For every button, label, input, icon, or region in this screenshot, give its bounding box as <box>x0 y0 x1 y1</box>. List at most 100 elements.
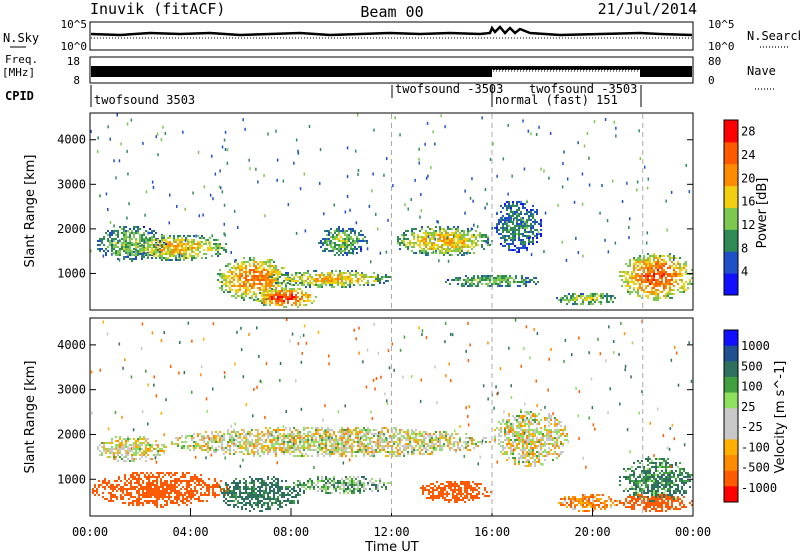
velocity-cbar-swatch-4 <box>724 392 738 409</box>
power-colorbar: 28 24 20 16 12 8 4 <box>723 119 755 296</box>
cpid-panel: CPID twofsound 3503 twofsound -3503 norm… <box>5 82 642 107</box>
freq-label: Freq. <box>5 53 38 66</box>
echo-region-8 <box>558 494 618 512</box>
power-plot-area <box>90 113 693 308</box>
velocity-cbar-label: Velocity [m s^-1] <box>773 361 788 474</box>
velocity-cbar-tick-7: -1000 <box>741 481 777 495</box>
cpid-segment-4: twofsound -3503 <box>529 82 637 96</box>
echo-region-9 <box>619 253 693 301</box>
time-tick-label-2: 08:00 <box>273 525 309 539</box>
velocity-x-axis: 00:00 04:00 08:00 12:00 16:00 20:00 00:00 <box>72 508 711 539</box>
echo-region-2 <box>92 472 230 508</box>
velocity-cbar-swatch-3 <box>724 376 738 394</box>
echo-region-2 <box>133 235 227 261</box>
velocity-ylabel: Slant Range [km] <box>23 361 38 474</box>
velocity-cbar-tick-6: -500 <box>741 461 770 475</box>
power-cbar-frame <box>723 119 739 296</box>
freq-tick-top: 18 <box>67 55 80 68</box>
nave-tick-bottom: 0 <box>708 74 715 87</box>
power-panel: 1000 2000 3000 4000 Slant Range [km] 28 24 20… <box>23 112 770 311</box>
date-title: 21/Jul/2014 <box>598 0 697 18</box>
power-cbar-swatch-4 <box>724 185 738 208</box>
echo-region-10 <box>619 494 693 512</box>
power-cbar-swatch-2 <box>724 229 738 252</box>
power-ytick-label-3000: 3000 <box>57 177 86 191</box>
velocity-cbar-swatch-6 <box>724 423 738 440</box>
power-cbar-swatch-0 <box>724 273 738 296</box>
velocity-plot-area <box>90 318 693 512</box>
station-title: Inuvik (fitACF) <box>90 0 225 18</box>
nsky-label: N.Sky <box>3 31 39 45</box>
power-ytick-label-1000: 1000 <box>57 266 86 280</box>
velocity-ytick-label-1000: 1000 <box>57 472 86 486</box>
echo-region-7 <box>494 409 568 467</box>
nsky-tick-bottom: 10^0 <box>61 40 88 53</box>
time-tick-label-4: 16:00 <box>474 525 510 539</box>
nave-label: Nave <box>747 64 776 78</box>
velocity-colorbar: 1000 500 100 25 -25 -100 -500 -1000 <box>723 329 777 503</box>
scatter-speckle <box>90 113 691 264</box>
nsky-tick-top: 10^5 <box>61 18 88 31</box>
echo-region-4 <box>255 288 317 308</box>
scatter-speckle <box>90 318 693 469</box>
nsky-panel: N.Sky 10^5 10^0 10^5 10^0 N.Search <box>3 18 800 53</box>
velocity-y-axis: 1000 2000 3000 4000 <box>57 338 693 486</box>
velocity-cbar-tick-4: -25 <box>741 420 763 434</box>
cpid-segment-1: twofsound 3503 <box>94 93 195 107</box>
time-dividers <box>391 114 644 515</box>
power-cbar-tick-4: 4 <box>741 265 748 279</box>
freq-unit: [MHz] <box>2 66 35 79</box>
velocity-cbar-swatch-7 <box>724 439 738 456</box>
velocity-ytick-label-3000: 3000 <box>57 383 86 397</box>
power-cbar-swatch-6 <box>724 141 738 165</box>
velocity-cbar-tick-3: 25 <box>741 400 755 414</box>
nsky-frame <box>89 21 694 51</box>
power-cbar-swatch-7 <box>724 120 738 143</box>
power-cbar-label: Power [dB] <box>755 178 770 249</box>
nave-gap <box>492 70 640 77</box>
velocity-cbar-swatch-8 <box>724 455 738 472</box>
nsearch-tick-top: 10^5 <box>708 18 735 31</box>
echo-region-6 <box>420 481 492 503</box>
time-tick-label-1: 04:00 <box>172 525 208 539</box>
power-cbar-tick-28: 28 <box>741 125 755 139</box>
power-cbar-tick-20: 20 <box>741 171 755 185</box>
nsearch-label: N.Search <box>747 29 800 43</box>
power-ylabel: Slant Range [km] <box>23 155 38 268</box>
velocity-panel: 1000 2000 3000 4000 00:00 04:00 08:00 12:00 16:… <box>23 317 788 554</box>
power-cbar-tick-8: 8 <box>741 241 748 255</box>
nsky-trace <box>90 25 693 37</box>
freq-tick-bottom: 8 <box>73 74 80 87</box>
time-tick-label-3: 12:00 <box>373 525 409 539</box>
power-ytick-label-2000: 2000 <box>57 222 86 236</box>
velocity-xlabel: Time UT <box>364 540 418 554</box>
velocity-cbar-tick-1: 500 <box>741 359 763 373</box>
echo-region-7 <box>445 275 539 287</box>
velocity-cbar-tick-2: 100 <box>741 380 763 394</box>
power-cbar-tick-12: 12 <box>741 218 755 232</box>
nave-tick-top: 80 <box>708 55 721 68</box>
echo-region-5 <box>269 270 391 288</box>
power-ytick-label-4000: 4000 <box>57 133 86 147</box>
velocity-cbar-swatch-0 <box>724 330 738 347</box>
echo-region-6 <box>397 226 493 256</box>
echo-region-8 <box>494 201 542 253</box>
power-frame <box>89 112 694 311</box>
power-cbar-swatch-5 <box>724 163 738 187</box>
cpid-segment-2: twofsound -3503 <box>395 82 503 96</box>
echo-region-3 <box>219 476 305 512</box>
velocity-cbar-swatch-10 <box>724 486 738 503</box>
freq-frame <box>89 56 694 84</box>
velocity-cbar-swatch-9 <box>724 470 738 487</box>
echo-region-5 <box>293 476 391 494</box>
beam-title: Beam 00 <box>360 3 423 21</box>
velocity-cbar-frame <box>723 329 739 503</box>
freq-trace <box>91 66 692 77</box>
echo-region-4 <box>171 427 491 457</box>
power-cbar-tick-24: 24 <box>741 148 755 162</box>
cpid-segment-3: normal (fast) 151 <box>495 93 618 107</box>
power-y-axis: 1000 2000 3000 4000 <box>57 133 693 280</box>
time-tick-label-0: 00:00 <box>72 525 108 539</box>
time-tick-label-6: 00:00 <box>675 525 711 539</box>
